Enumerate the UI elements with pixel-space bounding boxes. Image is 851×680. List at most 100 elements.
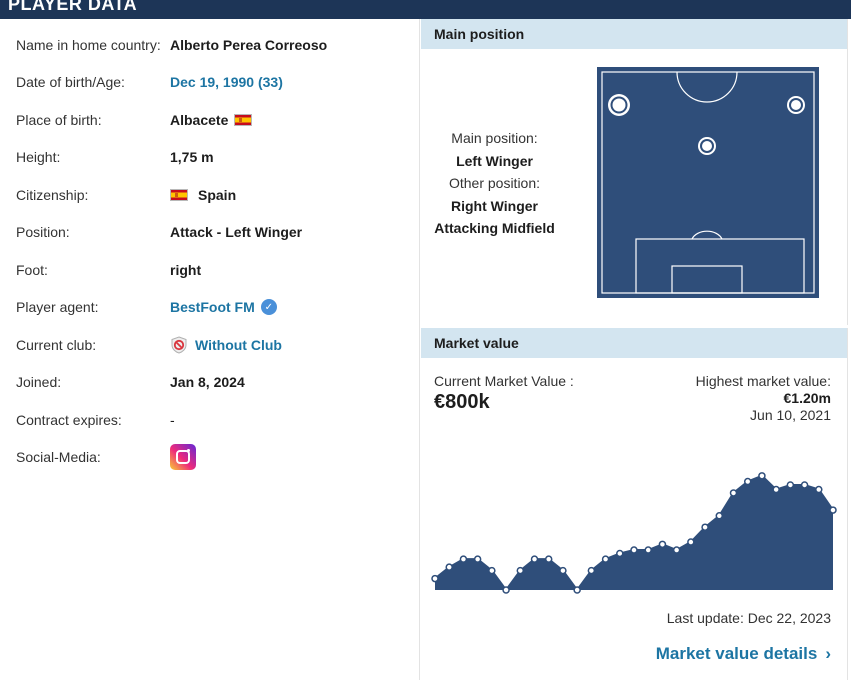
market-value-point[interactable] xyxy=(516,566,525,575)
club-link[interactable]: Without Club xyxy=(170,336,282,354)
info-row-birthplace: Place of birth: Albacete xyxy=(16,109,416,131)
market-value-point[interactable] xyxy=(559,566,567,575)
check-badge-icon: ✓ xyxy=(260,299,277,315)
info-row-foot: Foot: right xyxy=(16,259,416,281)
market-value-panel: Market value Current Market Value : €800… xyxy=(421,328,848,680)
market-value-point[interactable] xyxy=(644,546,652,554)
agent-link[interactable]: BestFoot FM ✓ xyxy=(170,299,277,315)
market-value-details-link[interactable]: Market value details › xyxy=(656,644,831,664)
info-value xyxy=(170,444,196,470)
info-value: Jan 8, 2024 xyxy=(170,374,245,390)
main-position-label: Main position: xyxy=(451,130,538,146)
market-value-point[interactable] xyxy=(630,546,638,554)
info-label: Name in home country: xyxy=(16,37,161,53)
info-row-position: Position: Attack - Left Winger xyxy=(16,221,416,243)
info-value: 1,75 m xyxy=(170,149,214,165)
chevron-right-icon: › xyxy=(825,644,831,663)
market-value-chart[interactable] xyxy=(421,443,848,603)
market-value-point[interactable] xyxy=(431,574,439,583)
market-value-point[interactable] xyxy=(815,485,823,494)
birthplace-text: Albacete xyxy=(170,112,229,128)
info-label: Foot: xyxy=(16,262,48,278)
right-winger-marker xyxy=(787,96,805,114)
current-market-value: Current Market Value : €800k xyxy=(434,373,574,414)
instagram-icon[interactable] xyxy=(170,444,196,470)
market-value-point[interactable] xyxy=(758,472,766,480)
market-value-point[interactable] xyxy=(743,477,752,486)
info-label: Current club: xyxy=(16,337,97,353)
highest-value-amount: €1.20m xyxy=(783,390,831,406)
citizenship-text: Spain xyxy=(198,187,237,203)
info-label: Contract expires: xyxy=(16,412,122,428)
info-value: right xyxy=(170,262,202,278)
info-row-name: Name in home country: Alberto Perea Corr… xyxy=(16,34,416,56)
section-title: PLAYER DATA xyxy=(8,0,138,14)
other-position-value: Right Winger xyxy=(451,197,538,214)
agent-name: BestFoot FM xyxy=(170,299,255,315)
attacking-midfield-marker xyxy=(698,137,716,155)
info-row-contract: Contract expires: - xyxy=(16,409,416,431)
main-position-panel: Main position Main position: Left Winger… xyxy=(421,19,848,325)
info-label: Height: xyxy=(16,149,61,165)
market-value-point[interactable] xyxy=(587,566,596,575)
info-row-agent: Player agent: BestFoot FM ✓ xyxy=(16,296,416,318)
info-row-club: Current club: Without Club xyxy=(16,334,416,356)
pitch-diagram xyxy=(597,67,819,298)
current-value-amount: €800k xyxy=(434,391,490,413)
market-value-point[interactable] xyxy=(672,546,681,554)
market-value-point[interactable] xyxy=(445,563,453,571)
market-value-point[interactable] xyxy=(544,555,553,563)
spain-flag-icon xyxy=(234,114,253,126)
info-value: Spain xyxy=(170,187,236,203)
market-value-point[interactable] xyxy=(473,555,482,563)
highest-market-value: Highest market value: €1.20m Jun 10, 202… xyxy=(696,373,831,424)
market-value-point[interactable] xyxy=(786,481,795,489)
player-data-header: PLAYER DATA xyxy=(0,0,851,19)
highest-value-date: Jun 10, 2021 xyxy=(750,407,831,423)
info-row-dob: Date of birth/Age: Dec 19, 1990 (33) xyxy=(16,71,416,93)
other-position-label: Other position: xyxy=(448,175,541,191)
position-summary: Main position: Left Winger Other positio… xyxy=(421,127,568,240)
info-value: Attack - Left Winger xyxy=(170,224,303,240)
info-row-height: Height: 1,75 m xyxy=(16,146,416,168)
market-value-point[interactable] xyxy=(715,512,724,520)
market-value-point[interactable] xyxy=(530,555,539,563)
market-value-point[interactable] xyxy=(701,523,709,531)
market-value-point[interactable] xyxy=(502,586,510,594)
info-value: Albacete xyxy=(170,112,258,128)
market-value-point[interactable] xyxy=(800,481,809,489)
info-label: Joined: xyxy=(16,374,62,390)
player-data-panel: Name in home country: Alberto Perea Corr… xyxy=(0,19,420,680)
info-value: - xyxy=(170,412,175,428)
info-label: Player agent: xyxy=(16,299,99,315)
info-label: Citizenship: xyxy=(16,187,89,203)
panel-heading: Main position xyxy=(421,19,847,49)
market-value-point[interactable] xyxy=(772,485,780,494)
info-row-social: Social-Media: xyxy=(16,444,416,470)
market-value-point[interactable] xyxy=(658,540,667,549)
market-value-point[interactable] xyxy=(616,549,624,558)
market-value-point[interactable] xyxy=(573,586,581,594)
highest-value-label: Highest market value: xyxy=(695,373,831,389)
info-row-joined: Joined: Jan 8, 2024 xyxy=(16,371,416,393)
club-name: Without Club xyxy=(195,337,282,353)
last-update: Last update: Dec 22, 2023 xyxy=(666,610,831,626)
info-label: Position: xyxy=(16,224,70,240)
market-value-point[interactable] xyxy=(829,506,837,514)
market-value-point[interactable] xyxy=(729,489,738,497)
market-value-point[interactable] xyxy=(459,555,468,563)
details-link-label: Market value details xyxy=(655,644,818,663)
info-label: Date of birth/Age: xyxy=(16,74,125,90)
left-winger-marker xyxy=(608,94,630,116)
panel-heading: Market value xyxy=(421,328,847,358)
dob-link[interactable]: Dec 19, 1990 (33) xyxy=(170,74,283,90)
current-value-label: Current Market Value : xyxy=(434,373,574,389)
main-position-value: Left Winger xyxy=(456,152,533,169)
market-value-point[interactable] xyxy=(488,566,496,575)
info-row-citizenship: Citizenship: Spain xyxy=(16,184,416,206)
no-club-icon xyxy=(170,336,188,354)
market-value-point[interactable] xyxy=(601,555,610,563)
info-value: Alberto Perea Correoso xyxy=(170,37,328,53)
other-position-value: Attacking Midfield xyxy=(434,220,555,236)
market-value-point[interactable] xyxy=(687,538,695,546)
